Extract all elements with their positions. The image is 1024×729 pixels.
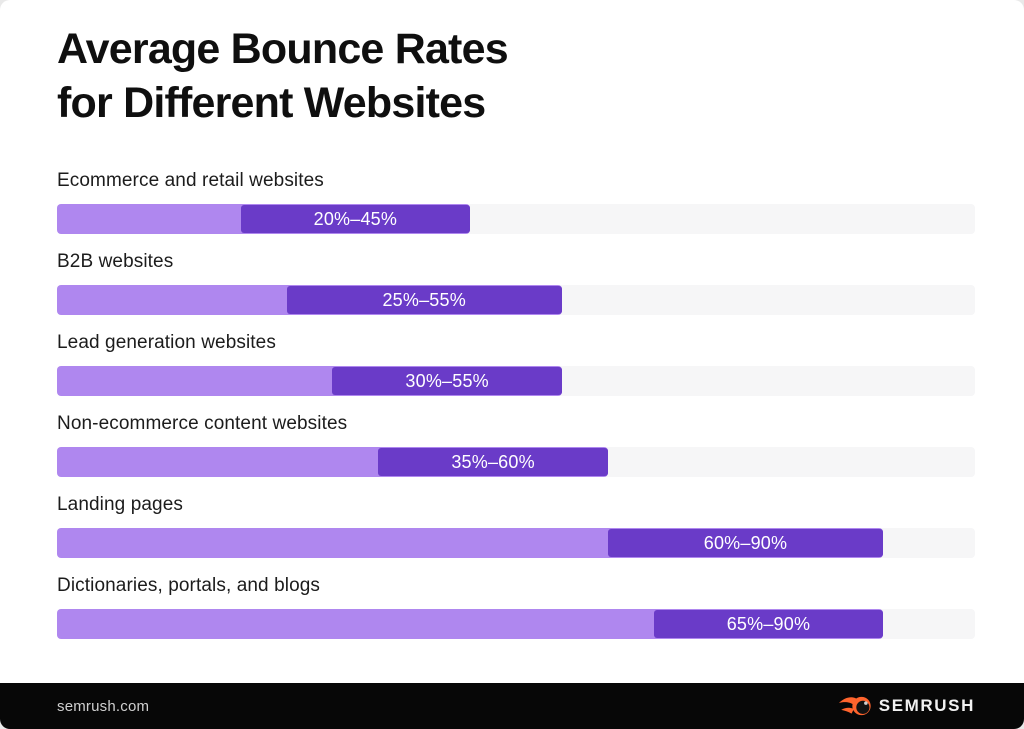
range-label: 60%–90% xyxy=(703,532,788,553)
range-label: 65%–90% xyxy=(726,613,811,634)
bar-track: 65%–90% xyxy=(57,609,975,640)
title-line-1: Average Bounce Rates xyxy=(57,25,509,73)
row-label: Ecommerce and retail websites xyxy=(57,170,324,192)
bar-range-dark: 20%–45% xyxy=(240,205,471,234)
range-label: 25%–55% xyxy=(382,289,466,310)
bar-track: 35%–60% xyxy=(57,447,975,478)
range-label: 20%–45% xyxy=(313,208,398,229)
page-title: Average Bounce Rates for Different Websi… xyxy=(57,22,975,130)
row-label: Dictionaries, portals, and blogs xyxy=(57,575,321,597)
bar-track: 25%–55% xyxy=(57,285,975,316)
range-label: 35%–60% xyxy=(451,451,535,472)
bar-range-dark: 30%–55% xyxy=(332,367,562,396)
bar-chart: Ecommerce and retail websites 20%–45% B2… xyxy=(57,170,975,640)
chart-row: Non-ecommerce content websites 35%–60% xyxy=(57,413,975,478)
bar-track: 60%–90% xyxy=(57,528,975,559)
range-label: 30%–55% xyxy=(405,370,489,391)
bar-range-dark: 65%–90% xyxy=(653,610,884,639)
semrush-flame-icon xyxy=(838,696,871,716)
bar-track: 30%–55% xyxy=(57,366,975,397)
chart-row: Lead generation websites 30%–55% xyxy=(57,332,975,397)
bar-range-dark: 35%–60% xyxy=(378,448,608,477)
row-label: B2B websites xyxy=(57,251,174,273)
row-label: Lead generation websites xyxy=(57,332,276,354)
chart-content: Average Bounce Rates for Different Websi… xyxy=(57,22,975,640)
row-label: Landing pages xyxy=(57,494,183,516)
semrush-logo: SEMRUSH xyxy=(838,693,975,719)
chart-row: B2B websites 25%–55% xyxy=(57,251,975,316)
bar-range-dark: 60%–90% xyxy=(607,529,884,558)
chart-row: Ecommerce and retail websites 20%–45% xyxy=(57,170,975,235)
bar-track: 20%–45% xyxy=(57,204,975,235)
brand-wordmark: SEMRUSH xyxy=(878,696,975,715)
row-label: Non-ecommerce content websites xyxy=(57,413,348,435)
chart-row: Dictionaries, portals, and blogs 65%–90% xyxy=(57,575,975,640)
footer: semrush.com SEMRUSH xyxy=(0,683,1024,729)
title-line-2: for Different Websites xyxy=(57,79,486,128)
bar-range-dark: 25%–55% xyxy=(286,286,562,315)
chart-row: Landing pages 60%–90% xyxy=(57,494,975,559)
footer-site-url: semrush.com xyxy=(57,697,150,715)
